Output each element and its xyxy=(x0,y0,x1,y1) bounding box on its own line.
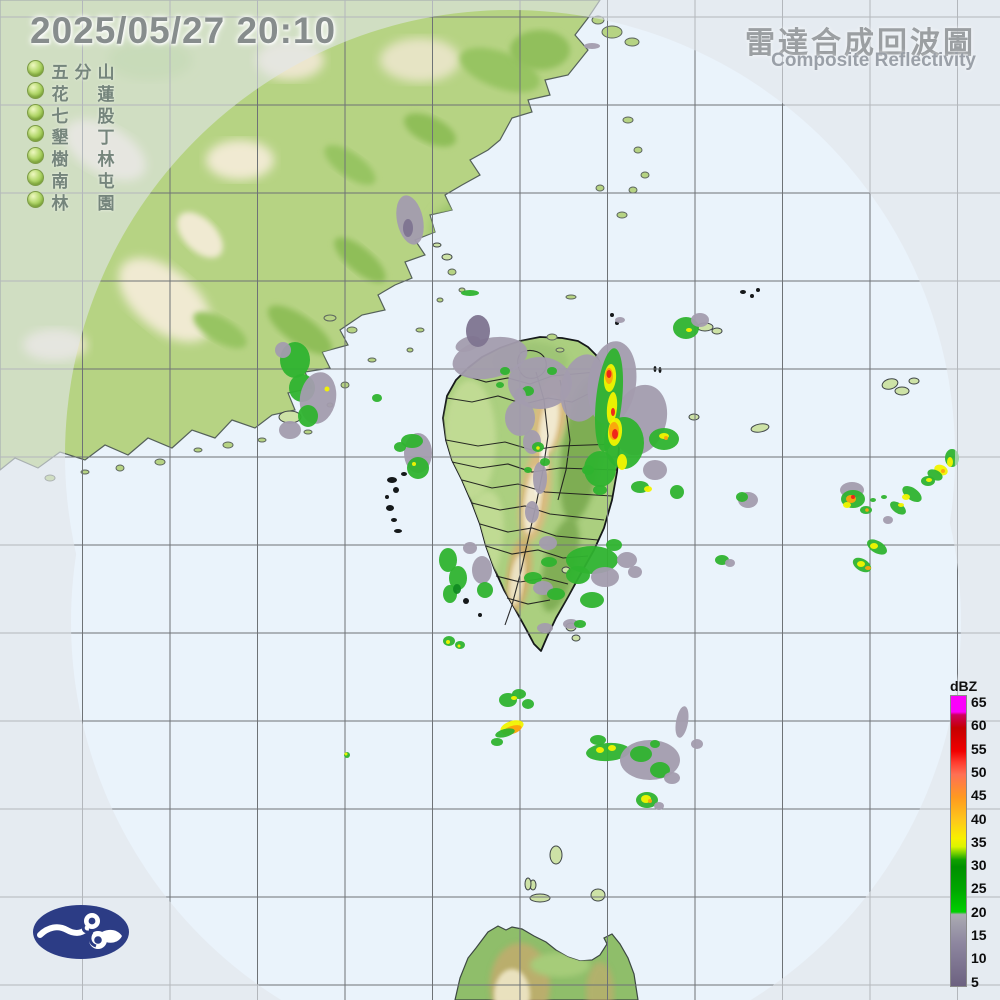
station-name-char: 林 xyxy=(51,193,69,213)
station-bullet-icon xyxy=(27,81,44,99)
station-name-char: 屯 xyxy=(97,172,115,191)
dbz-scale-value: 50 xyxy=(971,763,987,780)
dbz-scale-value: 15 xyxy=(971,927,987,943)
dbz-scale-value: 35 xyxy=(971,833,987,850)
dbz-scale-value: 45 xyxy=(971,787,987,804)
page-title-zh: 雷達合成回波圖 xyxy=(745,27,976,60)
dbz-scale-value: 55 xyxy=(971,740,987,757)
station-name-char: 墾 xyxy=(51,128,69,148)
dbz-scale-value: 60 xyxy=(971,717,987,734)
page-title-en: Composite Reflectivity xyxy=(771,50,976,71)
dbz-scale-value: 5 xyxy=(971,973,979,990)
timestamp: 2025/05/27 20:10 xyxy=(30,10,337,51)
dbz-gradient-bar xyxy=(950,695,967,987)
dbz-scale-value: 30 xyxy=(971,857,987,874)
dbz-scale-value: 20 xyxy=(971,903,987,920)
station-name-char: 園 xyxy=(97,193,115,213)
cwa-logo xyxy=(33,905,129,959)
dbz-unit-label: dBZ xyxy=(950,678,978,694)
dbz-scale-value: 65 xyxy=(971,694,987,710)
station-bullet-icon xyxy=(27,147,44,165)
station-name-char: 分 xyxy=(74,63,92,82)
dbz-scale-value: 40 xyxy=(971,810,987,827)
station-bullet-icon xyxy=(27,190,44,208)
dbz-scale-value: 10 xyxy=(971,950,987,967)
station-bullet-icon xyxy=(27,60,44,77)
station-name-char: 蓮 xyxy=(97,84,115,104)
station-name-char: 樹 xyxy=(51,150,69,170)
dbz-colorbar: dBZ 65 60 55 50 45 40 35 30 25 20 15 10 5 xyxy=(950,678,1000,990)
dbz-scale-value: 25 xyxy=(971,880,987,897)
station-name-char: 花 xyxy=(51,84,69,104)
station-bullet-icon xyxy=(27,103,44,121)
station-name-char: 南 xyxy=(51,172,69,191)
station-name-char: 五 xyxy=(51,63,69,82)
station-name-char: 山 xyxy=(97,63,115,82)
station-name-char: 丁 xyxy=(97,128,115,148)
station-name-char: 七 xyxy=(51,106,69,126)
station-bullet-icon xyxy=(27,169,44,186)
station-bullet-icon xyxy=(27,125,44,143)
station-name-char: 林 xyxy=(97,150,115,170)
station-name-char: 股 xyxy=(97,106,115,126)
